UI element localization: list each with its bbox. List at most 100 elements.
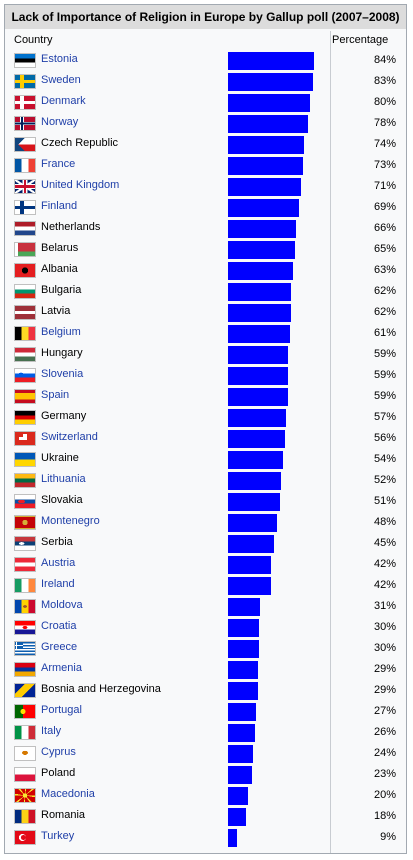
tick-label-lithuania[interactable]: Lithuania [41,473,86,485]
data-label-spain: 59% [373,390,396,402]
data-label-hungary: 59% [373,348,396,360]
tick-label-france[interactable]: France [41,158,76,170]
tick-label-austria[interactable]: Austria [41,557,76,569]
tick-label-belgium[interactable]: Belgium [41,326,81,338]
data-label-montenegro: 48% [373,516,396,528]
bar-row-moldova: Moldova 31% [5,596,406,617]
data-label-cyprus: 24% [373,747,396,759]
tick-label-greece[interactable]: Greece [41,641,78,653]
bar-belarus [228,241,295,259]
cyprus-flag-icon [14,746,36,761]
bar-moldova [228,598,260,616]
data-label-belgium: 61% [373,327,396,339]
ukraine-flag-icon [14,452,36,467]
bar-united-kingdom [228,178,301,196]
bar-row-turkey: Turkey 9% [5,827,406,848]
switzerland-flag-icon [14,431,36,446]
bar-row-albania: Albania 63% [5,260,406,281]
column-divider [330,31,331,853]
bar-row-france: France 73% [5,155,406,176]
bar-france [228,157,303,175]
tick-label-sweden[interactable]: Sweden [41,74,81,86]
bar-row-latvia: Latvia 62% [5,302,406,323]
bar-row-macedonia: Macedonia 20% [5,785,406,806]
tick-label-latvia: Latvia [41,305,71,317]
bar-row-armenia: Armenia 29% [5,659,406,680]
tick-label-macedonia[interactable]: Macedonia [41,788,95,800]
tick-label-ukraine: Ukraine [41,452,79,464]
bar-row-serbia: Serbia 45% [5,533,406,554]
data-label-croatia: 30% [373,621,396,633]
tick-label-norway[interactable]: Norway [41,116,79,128]
bar-finland [228,199,299,217]
data-label-greece: 30% [373,642,396,654]
tick-label-croatia[interactable]: Croatia [41,620,77,632]
sweden-flag-icon [14,74,36,89]
bar-rows: Estonia 84% Sweden 83% Denmark 80% Norway 78% Cz… [5,5,406,853]
bar-row-portugal: Portugal 27% [5,701,406,722]
tick-label-moldova[interactable]: Moldova [41,599,83,611]
bar-denmark [228,94,310,112]
bulgaria-flag-icon [14,284,36,299]
bar-row-croatia: Croatia 30% [5,617,406,638]
bar-row-slovenia: Slovenia 59% [5,365,406,386]
bar-austria [228,556,271,574]
france-flag-icon [14,158,36,173]
country-column-header: Country [14,34,53,46]
bar-row-united-kingdom: United Kingdom 71% [5,176,406,197]
lithuania-flag-icon [14,473,36,488]
bar-row-austria: Austria 42% [5,554,406,575]
data-label-latvia: 62% [373,306,396,318]
germany-flag-icon [14,410,36,425]
data-label-macedonia: 20% [373,789,396,801]
data-label-ukraine: 54% [373,453,396,465]
data-label-estonia: 84% [373,54,396,66]
bar-row-italy: Italy 26% [5,722,406,743]
bar-bosnia-and-herzegovina [228,682,258,700]
bar-row-bulgaria: Bulgaria 62% [5,281,406,302]
tick-label-slovenia[interactable]: Slovenia [41,368,84,380]
albania-flag-icon [14,263,36,278]
tick-label-albania: Albania [41,263,78,275]
greece-flag-icon [14,641,36,656]
bar-row-denmark: Denmark 80% [5,92,406,113]
data-label-slovakia: 51% [373,495,396,507]
tick-label-switzerland[interactable]: Switzerland [41,431,98,443]
netherlands-flag-icon [14,221,36,236]
tick-label-denmark[interactable]: Denmark [41,95,86,107]
bar-portugal [228,703,256,721]
data-label-belarus: 65% [373,243,396,255]
data-label-united-kingdom: 71% [373,180,396,192]
bar-row-czech-republic: Czech Republic 74% [5,134,406,155]
bar-row-belarus: Belarus 65% [5,239,406,260]
belarus-flag-icon [14,242,36,257]
tick-label-portugal[interactable]: Portugal [41,704,82,716]
tick-label-estonia[interactable]: Estonia [41,53,78,65]
tick-label-cyprus[interactable]: Cyprus [41,746,76,758]
bar-latvia [228,304,291,322]
data-label-portugal: 27% [373,705,396,717]
percentage-column-header: Percentage [332,34,389,46]
tick-label-bulgaria: Bulgaria [41,284,82,296]
tick-label-spain[interactable]: Spain [41,389,70,401]
tick-label-slovakia: Slovakia [41,494,83,506]
tick-label-finland[interactable]: Finland [41,200,78,212]
tick-label-united-kingdom[interactable]: United Kingdom [41,179,120,191]
tick-label-italy[interactable]: Italy [41,725,62,737]
tick-label-turkey[interactable]: Turkey [41,830,75,842]
bar-row-norway: Norway 78% [5,113,406,134]
denmark-flag-icon [14,95,36,110]
tick-label-montenegro[interactable]: Montenegro [41,515,100,527]
data-label-bulgaria: 62% [373,285,396,297]
bar-row-estonia: Estonia 84% [5,50,406,71]
bar-row-spain: Spain 59% [5,386,406,407]
data-label-albania: 63% [373,264,396,276]
bar-row-belgium: Belgium 61% [5,323,406,344]
tick-label-armenia[interactable]: Armenia [41,662,82,674]
bar-row-slovakia: Slovakia 51% [5,491,406,512]
bar-czech-republic [228,136,304,154]
tick-label-ireland[interactable]: Ireland [41,578,75,590]
bar-row-sweden: Sweden 83% [5,71,406,92]
chart-title: Lack of Importance of Religion in Europe… [5,5,406,29]
hungary-flag-icon [14,347,36,362]
